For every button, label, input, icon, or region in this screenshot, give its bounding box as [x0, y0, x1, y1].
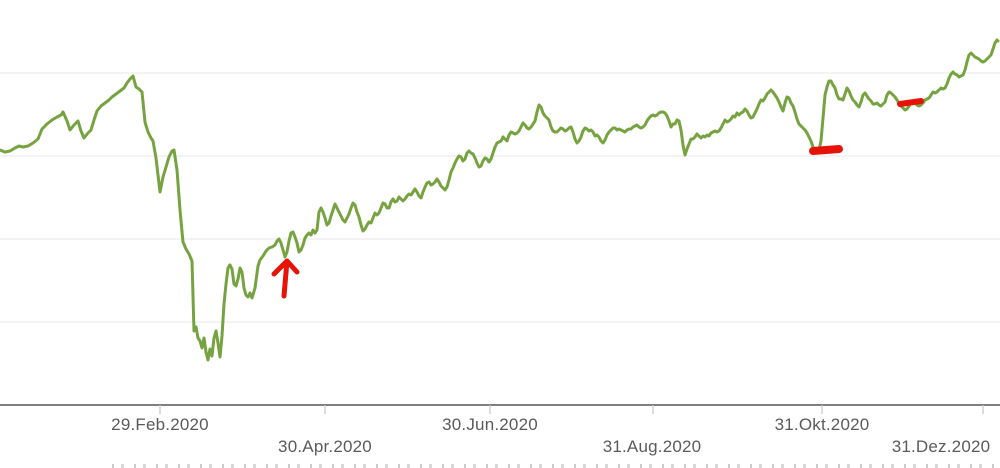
x-axis-label-okt: 31.Okt.2020: [774, 415, 870, 434]
clipped-text-row: [112, 464, 998, 468]
annotation-arrow-up-icon: [271, 258, 300, 299]
annotation-dash-icon: [809, 145, 843, 155]
price-line: [0, 38, 1000, 362]
annotation-dash-icon: [897, 98, 924, 107]
x-axis-label-apr: 30.Apr.2020: [278, 437, 372, 456]
x-axis-label-jun: 30.Jun.2020: [442, 415, 538, 434]
x-axis-label-aug: 31.Aug.2020: [602, 437, 702, 456]
x-axis-label-dez: 31.Dez.2020: [891, 437, 991, 456]
x-axis-label-feb: 29.Feb.2020: [111, 415, 209, 434]
